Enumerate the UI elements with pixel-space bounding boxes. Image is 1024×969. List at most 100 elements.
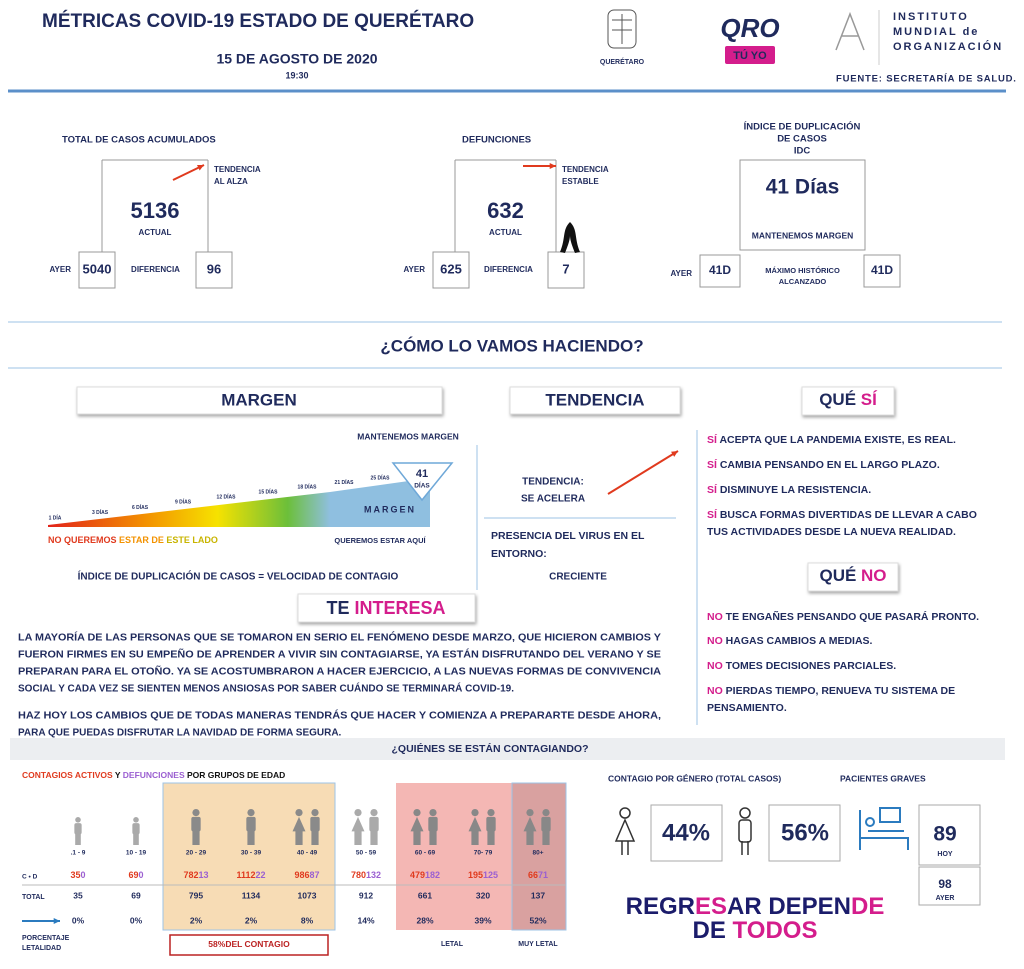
deaths: 71 bbox=[538, 870, 548, 880]
total: 35 bbox=[73, 890, 83, 900]
deaths: 125 bbox=[483, 870, 498, 880]
person-icon bbox=[351, 809, 365, 845]
yesterday-box bbox=[918, 866, 981, 906]
trend-label: TENDENCIA bbox=[562, 165, 609, 174]
presence-value: CRECIENTE bbox=[549, 572, 607, 583]
interest-text: FUERON FIRMES EN SU EMPEÑO DE APRENDER A… bbox=[18, 648, 661, 661]
deaths: 0 bbox=[139, 870, 144, 880]
person-body bbox=[468, 816, 482, 832]
person-head bbox=[354, 809, 362, 817]
deaths: 13 bbox=[199, 870, 209, 880]
interest-title: TE INTERESA bbox=[326, 598, 445, 618]
total: 69 bbox=[131, 890, 141, 900]
person-body bbox=[292, 816, 306, 832]
no-title: QUÉ NO bbox=[819, 566, 886, 585]
lethality: 0% bbox=[72, 915, 85, 925]
trend-arrow-head bbox=[671, 451, 678, 457]
slogan: DE TODOS bbox=[693, 917, 818, 944]
lethality: 28% bbox=[416, 915, 433, 925]
no-item-part: PENSAMIENTO. bbox=[707, 702, 787, 714]
ribbon bbox=[560, 222, 580, 253]
person-icon bbox=[468, 809, 482, 845]
time: 19:30 bbox=[285, 70, 308, 80]
metric-title: TOTAL DE CASOS ACUMULADOS bbox=[62, 135, 216, 146]
deaths: 87 bbox=[310, 870, 320, 880]
person-body bbox=[191, 816, 201, 832]
date: 15 DE AGOSTO DE 2020 bbox=[216, 51, 377, 67]
active-cases: 69 bbox=[128, 870, 138, 880]
person-icon bbox=[191, 809, 201, 845]
active-cases: 195 bbox=[468, 870, 483, 880]
lethality: 0% bbox=[130, 915, 143, 925]
yesterday-label: AYER bbox=[671, 269, 693, 278]
patients-yesterday: 98 bbox=[938, 877, 952, 891]
icon-body bbox=[738, 819, 752, 843]
diff-label: ALCANZADO bbox=[779, 277, 827, 286]
person-body bbox=[541, 816, 551, 832]
yes-item-part: ACEPTA QUE LA PANDEMIA EXISTE, ES REAL. bbox=[717, 434, 956, 446]
who-legend-part: Y bbox=[113, 770, 123, 780]
interest-text: LA MAYORÍA DE LAS PERSONAS QUE SE TOMARO… bbox=[18, 631, 661, 644]
scale-label: 6 DÍAS bbox=[132, 503, 149, 511]
person-body bbox=[410, 816, 424, 832]
gender-icon bbox=[738, 807, 752, 855]
scale-label: 12 DÍAS bbox=[217, 492, 237, 500]
person-head bbox=[429, 809, 437, 817]
person-legs bbox=[295, 830, 303, 845]
institute-mark bbox=[835, 11, 865, 51]
slogan-part: TODOS bbox=[733, 917, 818, 944]
marker-value: 41 bbox=[416, 468, 428, 480]
yes-title-part: SÍ bbox=[861, 390, 878, 409]
cases-deaths: 479182 bbox=[410, 870, 440, 880]
no-item-part: NO bbox=[707, 685, 723, 697]
trend-title: TENDENCIA bbox=[545, 390, 644, 409]
cases-deaths: 780132 bbox=[351, 870, 381, 880]
row-label: PORCENTAJE bbox=[22, 935, 70, 942]
active-cases: 782 bbox=[183, 870, 198, 880]
interest-title-part: INTERESA bbox=[355, 598, 446, 618]
institute-logo bbox=[835, 11, 865, 51]
active-cases: 35 bbox=[70, 870, 80, 880]
yesterday-box bbox=[699, 254, 741, 288]
contagion-share-part: DEL CONTAGIO bbox=[225, 939, 290, 949]
age-group: 80+ bbox=[532, 850, 543, 857]
logo-detail bbox=[612, 14, 632, 44]
presence-text: PRESENCIA DEL VIRUS EN EL bbox=[491, 530, 645, 542]
who-legend: CONTAGIOS ACTIVOS Y DEFUNCIONES POR GRUP… bbox=[22, 770, 285, 780]
person-icon bbox=[132, 817, 140, 845]
diff-value: 41D bbox=[871, 263, 893, 277]
margin-bar-label: MARGEN bbox=[364, 504, 416, 514]
no-item-part: NO bbox=[707, 635, 723, 647]
logo-oro: QRO bbox=[720, 13, 779, 43]
person-legs bbox=[413, 830, 421, 845]
presence-text: ENTORNO: bbox=[491, 548, 547, 560]
deaths: 0 bbox=[81, 870, 86, 880]
lethality: 8% bbox=[301, 915, 314, 925]
patient-head bbox=[865, 817, 875, 827]
diff-box bbox=[863, 254, 901, 288]
who-legend-part: DEFUNCIONES bbox=[123, 770, 185, 780]
contagion-box bbox=[169, 934, 329, 956]
margin-marker bbox=[391, 462, 454, 502]
zone-young bbox=[162, 782, 336, 931]
marker-unit: DÍAS bbox=[414, 481, 430, 490]
no-item: NO TOMES DECISIONES PARCIALES. bbox=[707, 660, 896, 672]
trend-label: TENDENCIA bbox=[214, 165, 261, 174]
person-head bbox=[133, 817, 139, 823]
section-title: ¿CÓMO LO VAMOS HACIENDO? bbox=[380, 336, 643, 355]
yes-item-part: SÍ bbox=[707, 483, 718, 496]
metric-title: DEFUNCIONES bbox=[462, 135, 531, 146]
logo-shield bbox=[607, 9, 637, 49]
left-note-part: ESTAR DE bbox=[119, 535, 166, 545]
margin-title-box bbox=[76, 386, 443, 415]
interest-text: SOCIAL Y CADA VEZ SE SIENTEN MENOS ANSIO… bbox=[18, 682, 514, 695]
yes-item: SÍ BUSCA FORMAS DIVERTIDAS DE LLEVAR A C… bbox=[707, 508, 977, 521]
total: 1073 bbox=[298, 890, 317, 900]
icon-head bbox=[619, 807, 631, 819]
row-label: C • D bbox=[22, 874, 38, 881]
person-head bbox=[471, 809, 479, 817]
person-head bbox=[487, 809, 495, 817]
lethality: 52% bbox=[529, 915, 546, 925]
lethality: 39% bbox=[474, 915, 491, 925]
